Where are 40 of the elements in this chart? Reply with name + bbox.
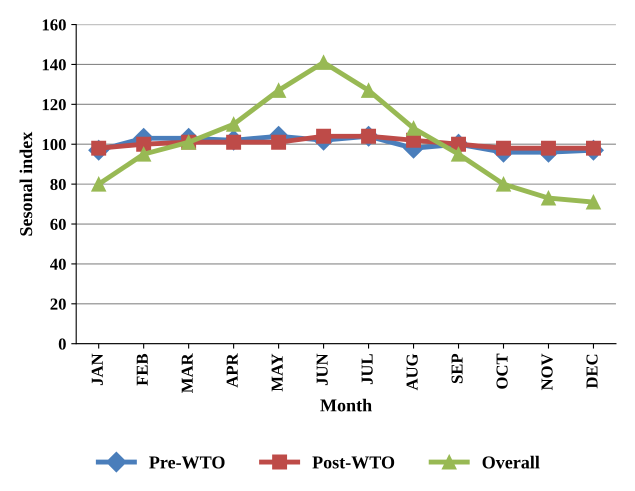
- y-axis-title: Sesonal index: [20, 132, 32, 236]
- x-tick-label: APR: [226, 353, 238, 388]
- point: [406, 120, 422, 136]
- x-tick-label: AUG: [406, 354, 418, 390]
- x-axis-title: Month: [320, 398, 372, 412]
- point: [226, 116, 242, 132]
- x-tick-label: JUL: [362, 354, 373, 384]
- x-tick-label: SEP: [451, 354, 463, 384]
- point: [271, 82, 286, 98]
- point: [136, 146, 152, 162]
- legend-label: Overall: [482, 456, 540, 469]
- point: [91, 176, 106, 192]
- point: [496, 140, 511, 156]
- y-tick-label: 100: [42, 138, 66, 150]
- y-tick-label: 140: [42, 59, 66, 70]
- y-tick-label: 20: [50, 298, 66, 310]
- y-tick-label: 60: [50, 218, 66, 230]
- y-tick-label: 160: [42, 19, 66, 30]
- point: [541, 190, 556, 206]
- legend-label: Pre-WTO: [149, 456, 225, 469]
- x-tick-label: MAR: [182, 353, 193, 393]
- point: [316, 128, 332, 144]
- point: [271, 134, 286, 150]
- point: [586, 194, 601, 210]
- x-tick-label: JUN: [316, 354, 328, 386]
- y-tick-label: 80: [50, 178, 66, 190]
- point: [496, 176, 511, 192]
- x-tick-label: OCT: [496, 354, 508, 389]
- x-tick-label: MAY: [272, 354, 283, 392]
- x-tick-label: DEC: [586, 354, 598, 388]
- point: [451, 146, 466, 162]
- x-tick-label: NOV: [541, 354, 553, 390]
- y-tick-label: 120: [42, 99, 66, 110]
- legend-label: Post-WTO: [312, 456, 394, 469]
- x-tick-label: FEB: [136, 354, 148, 386]
- x-tick-label: JAN: [92, 354, 103, 386]
- point: [316, 54, 332, 70]
- y-tick-label: 0: [58, 338, 66, 350]
- y-tick-label: 40: [50, 258, 66, 270]
- point: [541, 140, 556, 156]
